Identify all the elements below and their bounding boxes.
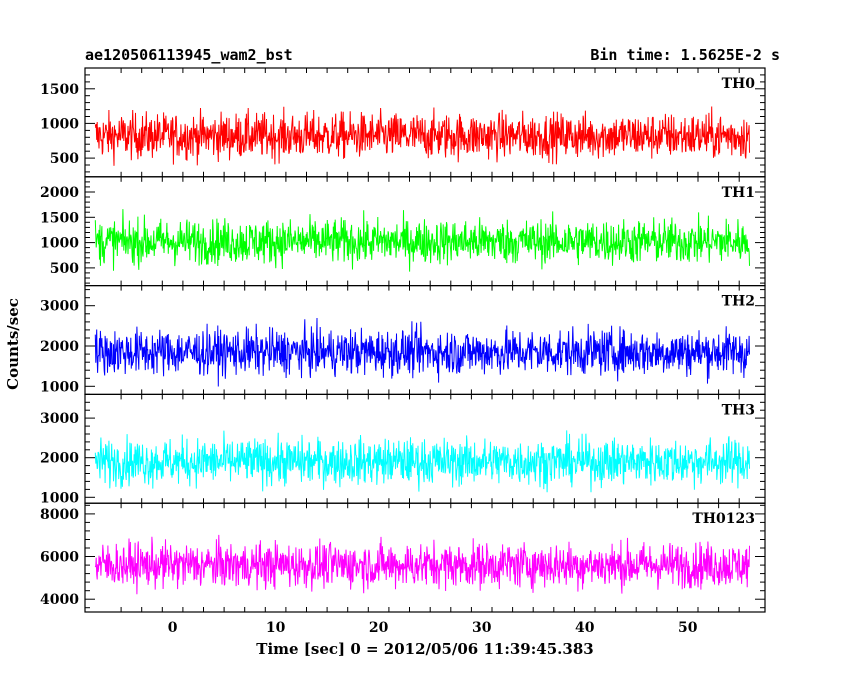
y-tick-label: 500 <box>50 151 79 167</box>
x-tick-label: 0 <box>168 620 178 636</box>
y-tick-label: 1000 <box>40 116 79 132</box>
series-line-th2 <box>94 317 750 387</box>
panel-label-th0123: TH0123 <box>692 511 755 527</box>
panel-frame <box>84 502 766 613</box>
x-tick-label: 20 <box>369 620 389 636</box>
panel-label-th0: TH0 <box>722 76 756 92</box>
series-line-th0 <box>94 106 750 166</box>
panel-th2: 1000 2000 3000 TH2 <box>40 285 766 396</box>
series-line-th1 <box>94 209 750 272</box>
y-tick-label: 1500 <box>40 210 79 226</box>
series-line-th3 <box>94 430 750 493</box>
y-tick-label: 1000 <box>40 490 79 506</box>
y-tick-label: 3000 <box>40 411 79 427</box>
y-tick-label: 1000 <box>40 236 79 252</box>
panel-th1: 500 1000 1500 2000 TH1 <box>40 176 766 287</box>
x-tick-label: 30 <box>472 620 492 636</box>
panel-label-th2: TH2 <box>722 294 755 310</box>
series-line-th0123 <box>94 534 750 595</box>
panel-label-th1: TH1 <box>722 185 755 201</box>
y-tick-label: 6000 <box>40 550 79 566</box>
panel-th0: 500 1000 1500 TH0 <box>40 67 766 178</box>
y-tick-label: 3000 <box>40 299 79 315</box>
y-axis-title: Counts/sec <box>4 298 22 390</box>
y-tick-label: 4000 <box>40 592 79 608</box>
panel-th0123: 4000 6000 8000 TH0123 <box>40 502 766 613</box>
x-tick-label: 10 <box>266 620 286 636</box>
y-tick-label: 2000 <box>40 185 79 201</box>
y-tick-label: 2000 <box>40 451 79 467</box>
y-tick-label: 1500 <box>40 82 79 98</box>
y-tick-label: 500 <box>50 261 79 277</box>
bin-time-label: Bin time: 1.5625E-2 s <box>590 46 780 64</box>
y-tick-label: 8000 <box>40 507 79 523</box>
panel-th3: 1000 2000 3000 TH3 <box>40 393 766 506</box>
y-tick-label: 2000 <box>40 339 79 355</box>
x-tick-label: 50 <box>678 620 698 636</box>
x-axis-title: Time [sec] 0 = 2012/05/06 11:39:45.383 <box>256 640 593 658</box>
x-tick-label: 40 <box>575 620 595 636</box>
panel-frame <box>84 285 766 396</box>
panel-label-th3: TH3 <box>722 402 755 418</box>
y-tick-label: 1000 <box>40 379 79 395</box>
chart-title: ae120506113945_wam2_bst <box>85 46 293 64</box>
